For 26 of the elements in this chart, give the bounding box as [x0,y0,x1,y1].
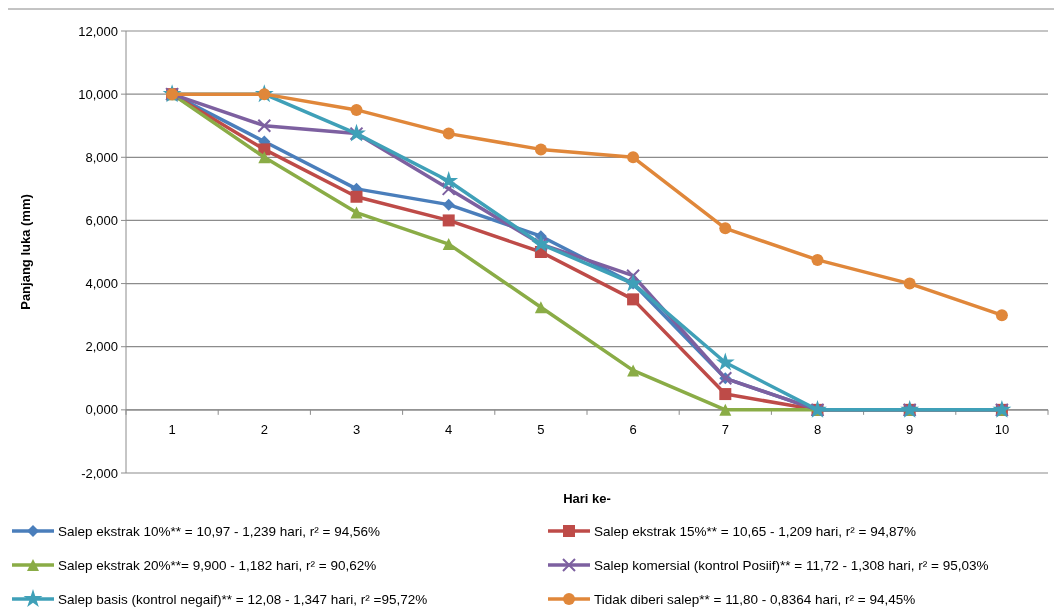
y-tick-label: 4,000 [85,276,118,292]
y-tick-label: 6,000 [85,212,118,228]
x-tick-label: 10 [994,421,1010,437]
y-tick-label: 10,000 [78,86,118,102]
x-tick-label: 2 [260,421,268,437]
x-tick-label: 6 [629,421,637,437]
y-tick-label: 12,000 [78,23,118,39]
x-tick-label: 3 [352,421,361,437]
legend-label: Tidak diberi salep** = 11,80 - 0,8364 hari, r² = 94,45% [594,591,916,607]
y-axis-title: Panjang luka (mm) [18,194,33,310]
y-tick-label: 8,000 [85,149,118,165]
x-axis-title: Hari ke- [563,491,611,506]
x-tick-label: 7 [721,421,729,437]
x-tick-label: 5 [537,421,545,437]
x-tick-label: 1 [168,421,176,437]
legend-label: Salep ekstrak 10%** = 10,97 - 1,239 hari, r² = 94,56% [58,523,380,539]
legend-label: Salep ekstrak 20%**= 9,900 - 1,182 hari, r² = 90,62% [58,557,377,573]
x-tick-label: 8 [813,421,822,437]
y-tick-label: 2,000 [85,339,118,355]
y-tick-label: -2,000 [81,465,118,481]
x-tick-label: 9 [906,421,914,437]
legend-label: Salep basis (kontrol negaif)** = 12,08 - 1,347 hari, r² =95,72% [58,591,428,607]
y-tick-label: 0,000 [85,402,118,418]
x-tick-label: 4 [445,421,453,437]
legend-label: Salep ekstrak 15%** = 10,65 - 1,209 hari, r² = 94,87% [594,523,916,539]
legend-label: Salep komersial (kontrol Posiif)** = 11,72 - 1,308 hari, r² = 95,03% [594,557,989,573]
